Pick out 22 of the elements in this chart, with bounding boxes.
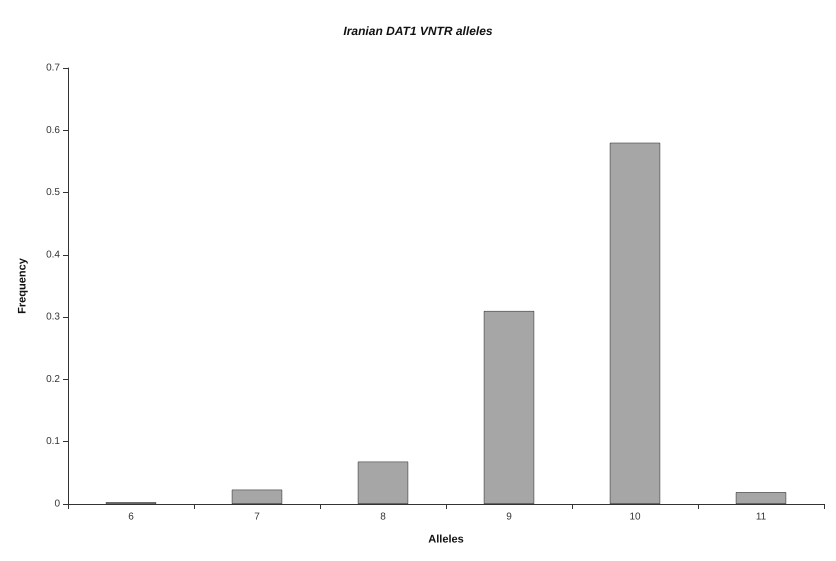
y-tick-label: 0.5 <box>46 187 60 198</box>
x-tick-label: 6 <box>128 512 134 522</box>
bar <box>484 310 534 504</box>
x-tick-label: 11 <box>756 512 767 522</box>
x-tick-label: 8 <box>380 512 386 522</box>
x-tick-label: 9 <box>506 512 512 522</box>
y-tick-label: 0.4 <box>46 249 60 260</box>
y-tick-label: 0 <box>54 498 60 510</box>
bar <box>232 490 282 504</box>
x-tick-label: 7 <box>254 512 260 522</box>
bar <box>358 462 408 504</box>
y-axis-title: Frequency <box>16 257 28 314</box>
y-tick-label: 0.1 <box>46 436 60 448</box>
y-tick-label: 0.3 <box>46 312 60 323</box>
bar <box>736 492 786 504</box>
bar <box>610 142 660 504</box>
x-axis-title: Alleles <box>428 534 464 546</box>
y-tick-label: 0.6 <box>46 124 60 136</box>
x-tick-label: 10 <box>629 512 641 522</box>
y-tick-label: 0.2 <box>46 374 60 385</box>
chart-title: Iranian DAT1 VNTR alleles <box>343 24 493 38</box>
y-tick-label: 0.7 <box>46 62 60 74</box>
